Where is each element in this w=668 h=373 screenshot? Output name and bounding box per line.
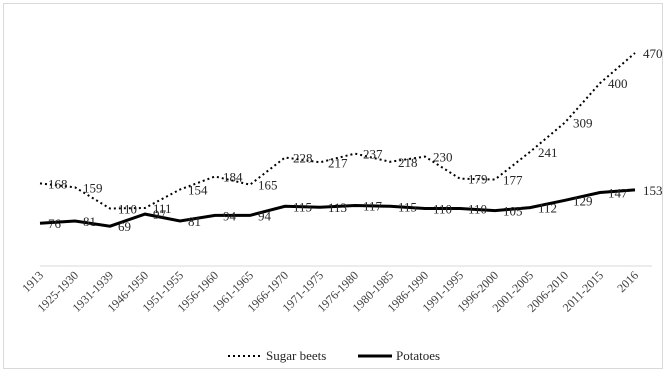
data-label-sugar-beets: 165 — [258, 178, 278, 193]
data-label-potatoes: 105 — [503, 204, 523, 219]
data-label-sugar-beets: 230 — [433, 150, 453, 165]
series-line-sugar-beets — [39, 52, 636, 210]
data-label-sugar-beets: 159 — [83, 180, 103, 195]
data-label-potatoes: 110 — [468, 201, 487, 216]
legend-label-potatoes: Potatoes — [396, 348, 440, 363]
data-label-sugar-beets: 237 — [363, 147, 383, 162]
data-label-potatoes: 69 — [118, 219, 131, 234]
data-label-potatoes: 110 — [433, 201, 452, 216]
data-label-sugar-beets: 309 — [573, 116, 593, 131]
data-label-potatoes: 94 — [223, 208, 237, 223]
data-label-potatoes: 115 — [398, 199, 417, 214]
x-tick-label: 1913 — [19, 268, 46, 295]
data-label-potatoes: 76 — [48, 216, 62, 231]
chart-frame — [3, 3, 663, 369]
x-tick-labels: 19131925-19301931-19391946-19501951-1955… — [19, 268, 641, 315]
data-label-sugar-beets: 184 — [223, 170, 243, 185]
data-label-sugar-beets: 179 — [468, 172, 488, 187]
data-label-potatoes: 153 — [643, 183, 663, 198]
data-label-sugar-beets: 177 — [503, 173, 523, 188]
legend-label-sugar-beets: Sugar beets — [266, 348, 326, 363]
data-label-sugar-beets: 241 — [538, 145, 558, 160]
data-label-potatoes: 97 — [153, 207, 167, 222]
data-label-potatoes: 147 — [608, 185, 628, 200]
series-layer — [39, 52, 636, 228]
data-label-sugar-beets: 470 — [643, 46, 663, 61]
data-label-potatoes: 115 — [293, 199, 312, 214]
legend: Sugar beets Potatoes — [228, 348, 440, 363]
data-label-sugar-beets: 400 — [608, 76, 628, 91]
data-label-sugar-beets: 110 — [118, 201, 137, 216]
data-label-sugar-beets: 111 — [153, 201, 172, 216]
data-label-sugar-beets: 217 — [328, 155, 348, 170]
data-label-sugar-beets: 154 — [188, 182, 208, 197]
series-line-potatoes — [39, 188, 636, 228]
data-label-sugar-beets: 228 — [293, 151, 313, 166]
data-label-potatoes: 117 — [363, 198, 383, 213]
x-tick-label: 2016 — [614, 268, 641, 295]
data-label-sugar-beets: 168 — [48, 176, 68, 191]
data-label-potatoes: 112 — [538, 201, 557, 216]
data-label-sugar-beets: 218 — [398, 155, 418, 170]
data-label-potatoes: 113 — [328, 200, 347, 215]
data-labels: 168 159 110 111 154 184 165 228 217 237 218 230 179 1… — [48, 46, 663, 234]
data-label-potatoes: 129 — [573, 193, 593, 208]
data-label-potatoes: 81 — [83, 214, 96, 229]
data-label-potatoes: 94 — [258, 208, 272, 223]
data-label-potatoes: 81 — [188, 214, 201, 229]
